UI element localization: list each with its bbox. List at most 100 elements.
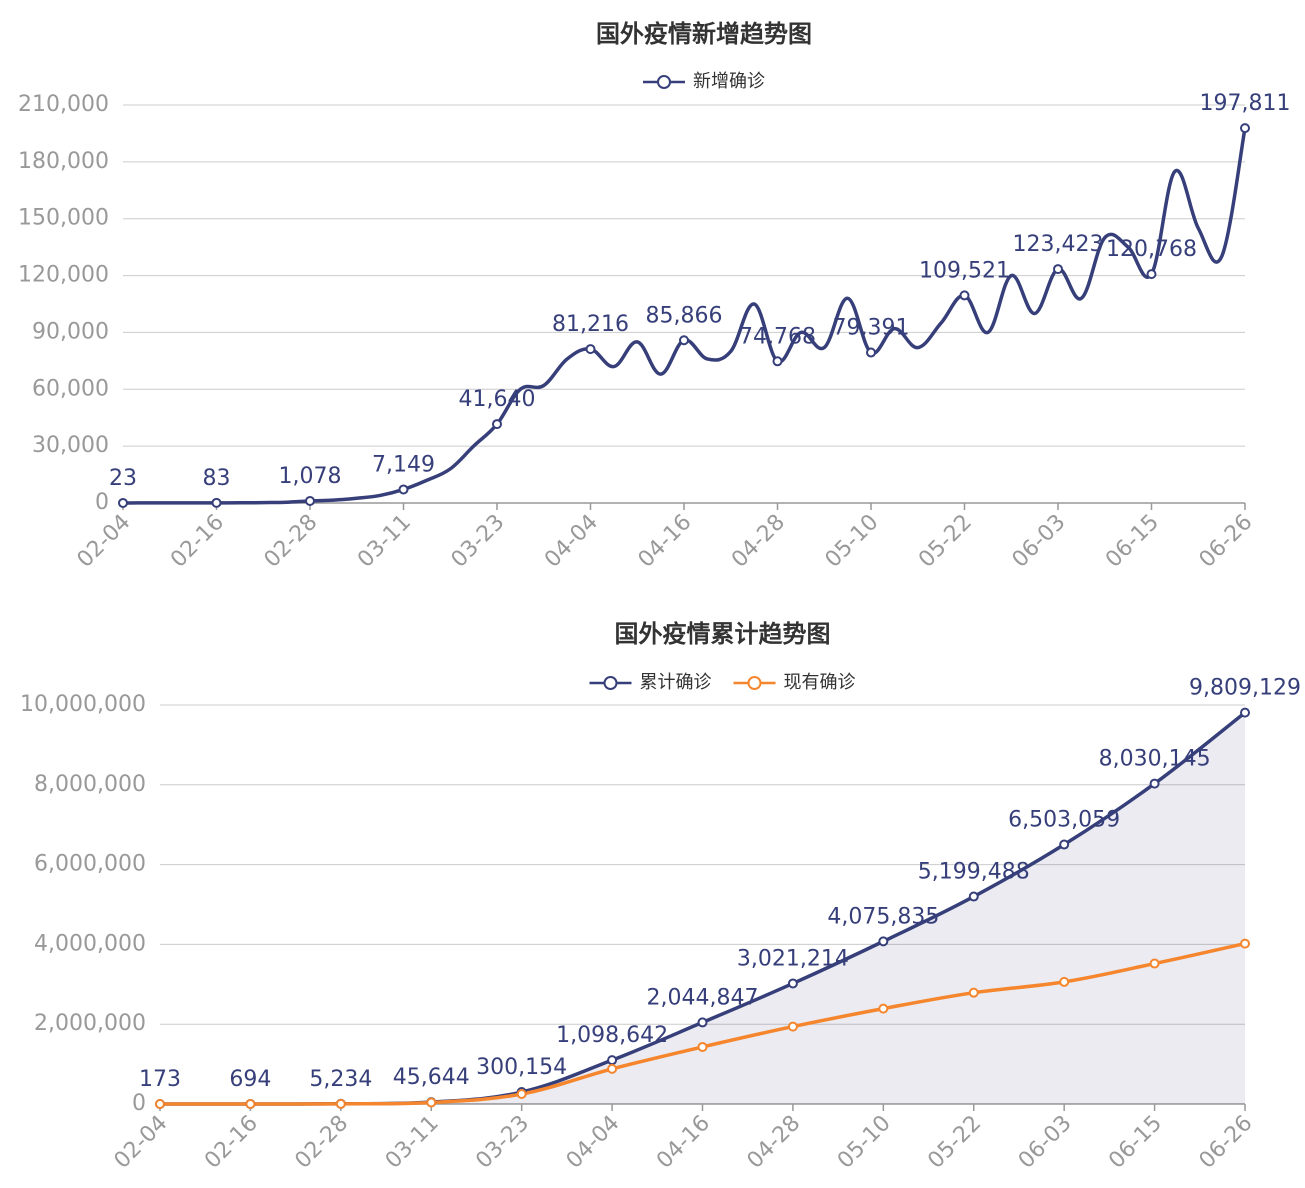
y-tick-label: 30,000 — [32, 433, 109, 458]
area — [160, 712, 1245, 1104]
x-tick-label: 06-15 — [1101, 510, 1164, 573]
x-tick-label: 02-28 — [260, 510, 323, 573]
point — [118, 497, 128, 508]
point — [1149, 778, 1160, 789]
x-tick-label: 02-16 — [200, 1111, 263, 1174]
point — [697, 1041, 708, 1052]
y-tick-label: 210,000 — [18, 92, 109, 117]
y-tick-label: 10,000,000 — [20, 692, 146, 717]
point — [959, 290, 970, 301]
data-label: 5,234 — [309, 1067, 372, 1092]
x-tick-label: 04-16 — [634, 510, 697, 573]
point — [1146, 269, 1157, 280]
y-tick-label: 2,000,000 — [34, 1011, 146, 1036]
chart-title: 国外疫情累计趋势图 — [615, 620, 831, 648]
point — [607, 1055, 618, 1066]
point — [426, 1097, 437, 1108]
data-label: 109,521 — [919, 258, 1010, 283]
x-tick-label: 05-10 — [833, 1111, 896, 1174]
y-tick-label: 120,000 — [18, 263, 109, 288]
legend-marker — [603, 676, 618, 690]
x-tick-label: 05-22 — [923, 1111, 986, 1174]
point — [968, 891, 979, 902]
point — [1240, 938, 1250, 949]
point — [335, 1098, 346, 1109]
point — [516, 1089, 527, 1100]
x-tick-label: 03-23 — [471, 1111, 534, 1174]
y-tick-label: 0 — [132, 1091, 146, 1116]
legend-label: 现有确诊 — [784, 672, 856, 693]
data-label: 79,391 — [833, 316, 910, 341]
x-tick-label: 04-28 — [727, 510, 790, 573]
y-tick-label: 90,000 — [32, 319, 109, 344]
point — [772, 356, 783, 367]
y-tick-label: 8,000,000 — [34, 772, 146, 797]
legend-marker — [657, 75, 671, 89]
point — [968, 987, 979, 998]
point — [492, 419, 502, 430]
point — [1149, 958, 1160, 969]
x-tick-label: 06-03 — [1008, 510, 1071, 573]
data-label: 9,809,129 — [1189, 676, 1301, 701]
point — [1059, 976, 1070, 987]
data-label: 1,078 — [279, 464, 342, 489]
data-label: 81,216 — [552, 312, 629, 337]
data-label: 300,154 — [476, 1055, 567, 1080]
x-tick-label: 03-23 — [447, 510, 510, 573]
x-tick-label: 04-28 — [743, 1111, 806, 1174]
legend-label: 新增确诊 — [693, 71, 765, 92]
point — [878, 936, 889, 947]
point — [1240, 707, 1250, 718]
data-label: 173 — [139, 1067, 181, 1092]
data-label: 74,768 — [739, 324, 816, 349]
x-tick-label: 06-03 — [1014, 1111, 1077, 1174]
data-label: 1,098,642 — [556, 1023, 668, 1048]
y-tick-label: 60,000 — [32, 376, 109, 401]
point — [305, 495, 315, 506]
data-label: 694 — [229, 1067, 271, 1092]
data-label: 85,866 — [646, 303, 723, 328]
data-label: 45,644 — [393, 1065, 470, 1090]
x-tick-label: 04-04 — [562, 1111, 625, 1174]
point — [878, 1003, 889, 1014]
legend-label: 累计确诊 — [640, 672, 712, 693]
x-tick-label: 02-04 — [110, 1111, 173, 1174]
point — [211, 497, 222, 508]
x-tick-label: 05-10 — [821, 510, 884, 573]
data-label: 3,021,214 — [737, 946, 849, 971]
data-label: 123,423 — [1013, 232, 1104, 257]
data-label: 197,811 — [1200, 91, 1291, 116]
data-label: 5,199,488 — [918, 860, 1030, 885]
data-label: 4,075,835 — [827, 904, 939, 929]
x-tick-label: 04-16 — [652, 1111, 715, 1174]
x-tick-label: 02-16 — [166, 510, 229, 573]
point — [607, 1063, 618, 1074]
point — [1053, 264, 1063, 275]
y-tick-label: 6,000,000 — [34, 852, 146, 877]
data-label: 7,149 — [372, 452, 435, 477]
data-label: 2,044,847 — [647, 985, 759, 1010]
point — [155, 1098, 165, 1109]
chart-title: 国外疫情新增趋势图 — [596, 20, 812, 48]
x-tick-label: 03-11 — [353, 510, 416, 573]
y-tick-label: 180,000 — [18, 149, 109, 174]
point — [1240, 123, 1250, 134]
data-label: 8,030,145 — [1099, 747, 1211, 772]
x-tick-label: 06-26 — [1195, 1111, 1258, 1174]
data-label: 23 — [109, 466, 137, 491]
point — [585, 344, 596, 355]
data-label: 120,768 — [1106, 237, 1197, 262]
point — [1059, 839, 1070, 850]
point — [697, 1017, 708, 1028]
x-tick-label: 02-28 — [290, 1111, 353, 1174]
point — [866, 347, 876, 358]
y-tick-label: 4,000,000 — [34, 931, 146, 956]
y-tick-label: 150,000 — [18, 206, 109, 231]
point — [245, 1098, 256, 1109]
x-tick-label: 06-15 — [1104, 1111, 1167, 1174]
y-tick-label: 0 — [95, 490, 109, 515]
x-tick-label: 03-11 — [381, 1111, 444, 1174]
point — [787, 1021, 798, 1032]
point — [398, 484, 409, 495]
